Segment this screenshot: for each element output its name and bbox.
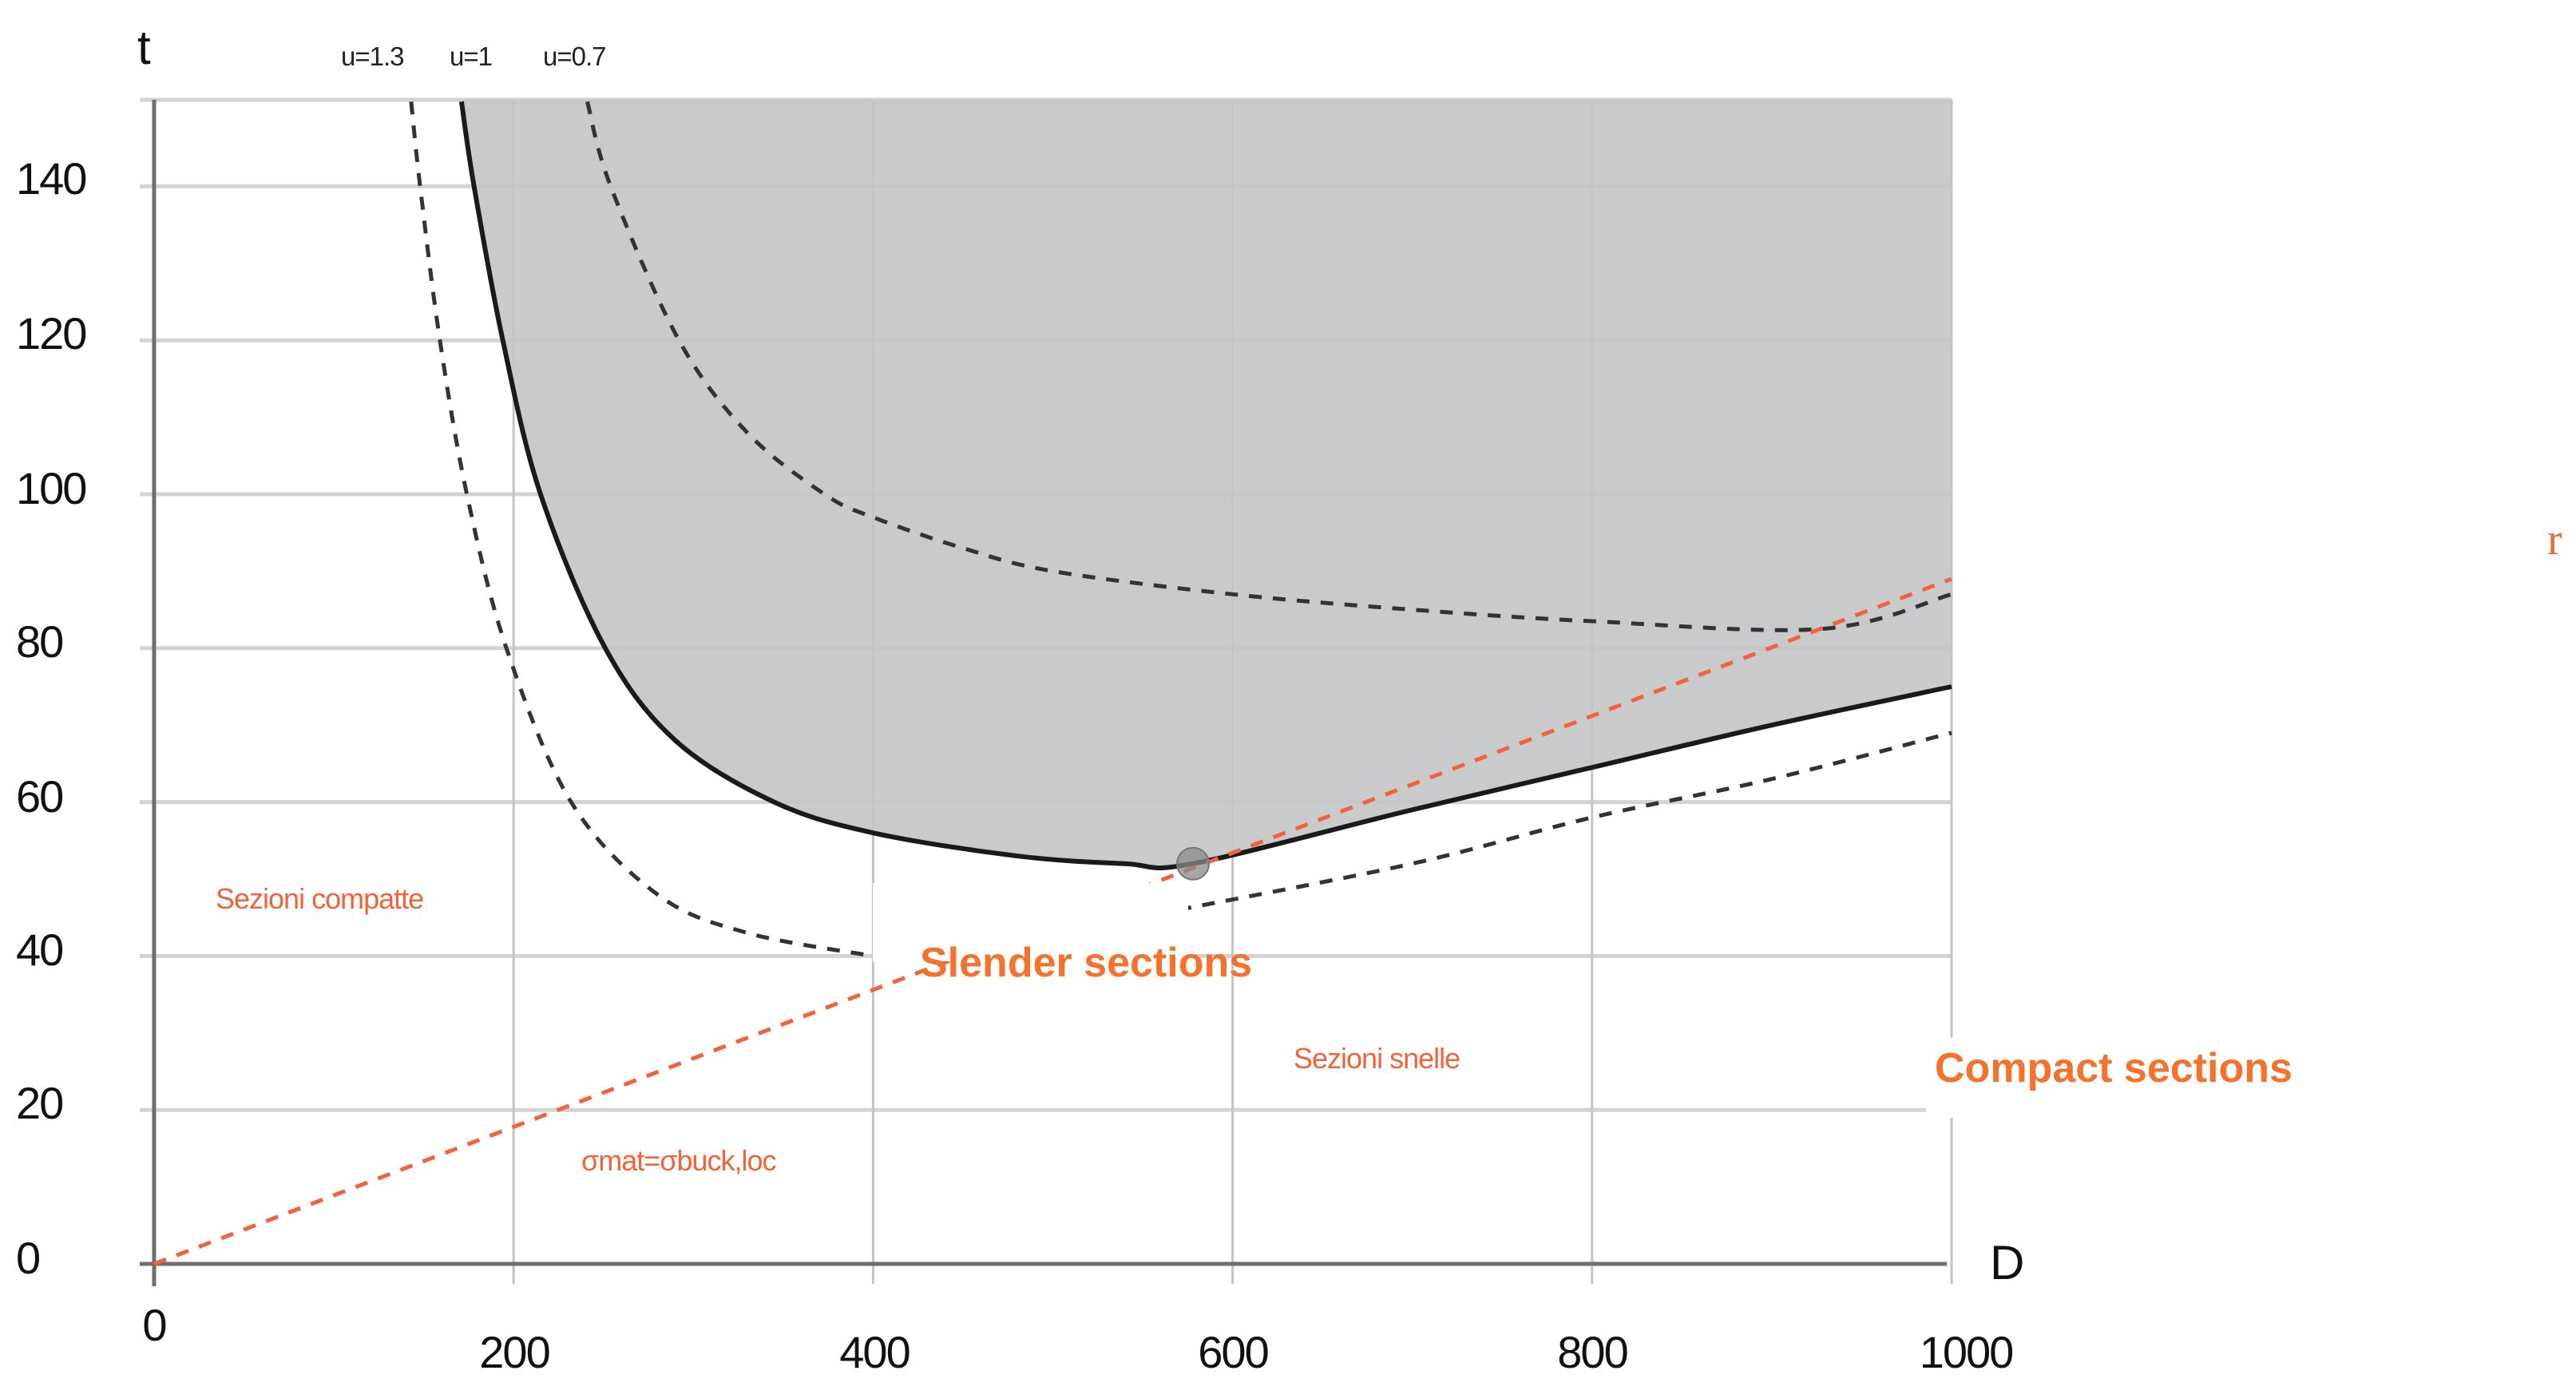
- stray-r-glyph: r: [2547, 515, 2562, 564]
- axes: [140, 100, 1947, 1286]
- annotation-slender-sections: Slender sections: [920, 940, 1253, 986]
- y-tick-60: 60: [16, 771, 64, 822]
- label-u-1-3: u=1.3: [341, 42, 404, 71]
- annotation-sezioni-compatte: Sezioni compatte: [216, 882, 424, 915]
- y-tick-120: 120: [16, 308, 87, 358]
- x-tick-400: 400: [839, 1327, 910, 1377]
- optimum-point: [1176, 846, 1211, 881]
- x-axis-name: D: [1990, 1236, 2025, 1289]
- y-axis-name: t: [137, 21, 151, 74]
- y-tick-140: 140: [16, 153, 87, 204]
- x-tick-1000: 1000: [1919, 1327, 2015, 1377]
- label-u-0-7: u=0.7: [543, 42, 606, 71]
- y-tick-20: 20: [16, 1078, 64, 1128]
- y-tick-0: 0: [16, 1233, 41, 1283]
- shaded-feasible-region: [461, 100, 1952, 869]
- y-tick-100: 100: [16, 463, 87, 513]
- x-tick-800: 800: [1557, 1327, 1628, 1377]
- y-tick-80: 80: [16, 616, 64, 667]
- series-u-0-7: [585, 101, 1952, 632]
- optimum-point-marker: [1176, 846, 1211, 881]
- white-patch-slender: [873, 883, 1188, 961]
- label-u-1: u=1: [450, 42, 493, 71]
- x-tick-600: 600: [1198, 1327, 1269, 1377]
- x-tick-0: 0: [142, 1300, 167, 1350]
- annotation-compact-sections: Compact sections: [1935, 1045, 2293, 1091]
- shaded-region: [461, 100, 1952, 869]
- white-patch-compact: [1926, 1038, 2373, 1118]
- annotation-sezioni-snelle: Sezioni snelle: [1294, 1042, 1460, 1075]
- series-u-1-3: [409, 101, 874, 958]
- x-tick-200: 200: [479, 1327, 550, 1377]
- y-tick-40: 40: [16, 925, 64, 975]
- series-u-1: [458, 101, 1952, 871]
- annotation-sigma-equality: σmat=σbuck,loc: [581, 1144, 777, 1177]
